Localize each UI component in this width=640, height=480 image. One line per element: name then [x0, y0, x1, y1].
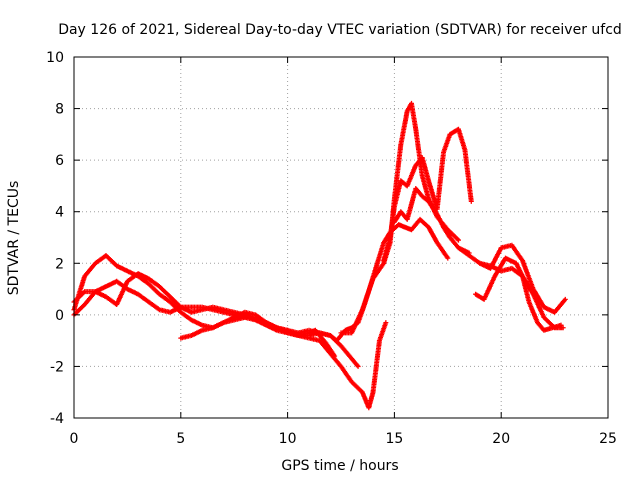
series-track-8: [456, 242, 568, 315]
series-markers: [71, 271, 361, 369]
x-tick-label: 20: [492, 431, 510, 447]
x-axis-label: GPS time / hours: [281, 458, 398, 474]
y-tick-label: 10: [46, 50, 64, 66]
y-tick-label: 8: [55, 102, 64, 118]
y-tick-label: -2: [50, 359, 64, 375]
y-tick-label: -4: [50, 411, 64, 427]
grid: [74, 57, 608, 418]
series-markers: [338, 100, 461, 336]
series-markers: [71, 278, 338, 359]
x-tick-label: 0: [70, 431, 79, 447]
series-track-4: [178, 216, 451, 344]
data-points: [71, 100, 568, 411]
series-markers: [178, 216, 451, 344]
series-markers: [456, 242, 568, 315]
series-track-5: [338, 100, 461, 336]
series-markers: [477, 260, 566, 331]
axis-ticks: 0 5 10 15 20 25 -4 -2 0 2 4 6 8 10: [46, 50, 617, 447]
series-track-7: [391, 186, 472, 256]
x-tick-label: 10: [279, 431, 297, 447]
y-tick-label: 0: [55, 308, 64, 324]
x-tick-label: 15: [385, 431, 403, 447]
series-track-10: [477, 260, 566, 331]
x-tick-label: 25: [599, 431, 617, 447]
x-tick-label: 5: [176, 431, 185, 447]
series-markers: [391, 186, 472, 256]
series-track-6: [381, 126, 474, 264]
y-axis-label: SDTVAR / TECUs: [6, 181, 22, 296]
y-tick-label: 2: [55, 256, 64, 272]
series-track-3: [71, 278, 338, 359]
y-tick-label: 4: [55, 205, 64, 221]
series-track-2: [71, 271, 361, 369]
series-markers: [381, 126, 474, 264]
y-tick-label: 6: [55, 153, 64, 169]
plot-frame: [73, 56, 609, 419]
chart-title: Day 126 of 2021, Sidereal Day-to-day VTE…: [58, 22, 622, 38]
